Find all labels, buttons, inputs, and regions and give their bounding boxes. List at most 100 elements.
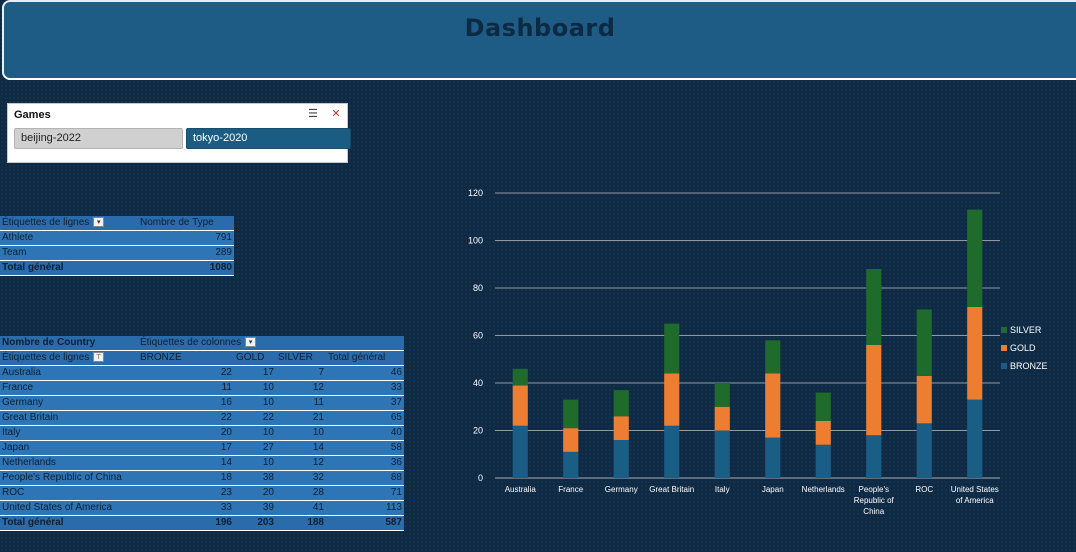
- pivot2-value-cell: 11: [138, 380, 234, 396]
- pivot2-value-cell: 23: [138, 485, 234, 501]
- x-tick-label: Great Britain: [649, 485, 694, 494]
- legend-label: SILVER: [1010, 325, 1042, 335]
- pivot2-total-all: 587: [326, 515, 404, 531]
- bar-segment-gold: [563, 428, 579, 452]
- pivot1-value-cell: 791: [138, 230, 234, 246]
- bar-segment-silver: [563, 399, 579, 429]
- pivot2-country-cell: France: [0, 380, 138, 396]
- pivot2-value-cell: 12: [276, 455, 326, 471]
- bar-segment-gold: [714, 406, 730, 431]
- pivot2-value-cell: 7: [276, 365, 326, 381]
- y-tick-label: 100: [468, 236, 483, 246]
- medals-stacked-bar-chart[interactable]: 0 20 40 60 80 100 120 Australia France Germany Gre…: [440, 175, 1070, 535]
- bar-segment-silver: [512, 368, 528, 386]
- table-row: Great Britain 22 22 21 65: [0, 410, 404, 426]
- pivot2-value-cell: 33: [326, 380, 404, 396]
- bar-segment-silver: [866, 269, 882, 345]
- pivot2-value-cell: 65: [326, 410, 404, 426]
- pivot2-value-cell: 22: [234, 410, 276, 426]
- pivot2-rows: Australia 22 17 7 46 France 11 10 12 33 Germany 16 1…: [0, 365, 404, 516]
- table-row: Netherlands 14 10 12 36: [0, 455, 404, 471]
- bar-segment-bronze: [714, 430, 730, 478]
- x-tick-label: France: [558, 485, 583, 494]
- bar-segment-silver: [613, 390, 629, 417]
- table-row: Japan 17 27 14 58: [0, 440, 404, 456]
- legend-swatch: [1001, 327, 1007, 333]
- pivot2-value-cell: 10: [234, 380, 276, 396]
- pivot2-value-cell: 11: [276, 395, 326, 411]
- pivot2-value-cell: 41: [276, 500, 326, 516]
- pivot2-value-cell: 18: [138, 470, 234, 486]
- filter-dropdown-icon[interactable]: ▾: [93, 217, 105, 228]
- pivot2-value-cell: 33: [138, 500, 234, 516]
- table-row: France 11 10 12 33: [0, 380, 404, 396]
- clear-filter-icon[interactable]: ✕: [331, 108, 341, 120]
- pivot2-value-cell: 10: [276, 425, 326, 441]
- bar-segment-silver: [714, 383, 730, 407]
- pivot2-value-cell: 40: [326, 425, 404, 441]
- pivot2-country-cell: Great Britain: [0, 410, 138, 426]
- table-row: United States of America 33 39 41 113: [0, 500, 404, 516]
- filter-sort-icon[interactable]: ⊤: [93, 352, 105, 363]
- legend-swatch: [1001, 345, 1007, 351]
- table-row: Germany 16 10 11 37: [0, 395, 404, 411]
- pivot2-value-cell: 58: [326, 440, 404, 456]
- pivot2-value-cell: 20: [138, 425, 234, 441]
- x-tick-label: Japan: [762, 485, 784, 494]
- pivot2-value-cell: 28: [276, 485, 326, 501]
- pivot2-col-label: Étiquettes de colonnes: [140, 337, 242, 348]
- pivot2-row-label: Étiquettes de lignes: [2, 352, 90, 363]
- table-row: People's Republic of China 18 38 32 88: [0, 470, 404, 486]
- legend-label: GOLD: [1010, 343, 1036, 353]
- filter-dropdown-icon[interactable]: ▾: [245, 337, 257, 348]
- pivot2-value-cell: 113: [326, 500, 404, 516]
- legend-swatch: [1001, 363, 1007, 369]
- bar-segment-bronze: [512, 425, 528, 478]
- pivot1-value-cell: 289: [138, 245, 234, 261]
- x-tick-label: Germany: [605, 485, 638, 494]
- pivot1-total-value: 1080: [138, 260, 234, 276]
- pivot2-value-cell: 38: [234, 470, 276, 486]
- pivot2-value-cell: 10: [234, 455, 276, 471]
- table-row: Italy 20 10 10 40: [0, 425, 404, 441]
- y-tick-label: 120: [468, 188, 483, 198]
- pivot2-value-cell: 36: [326, 455, 404, 471]
- pivot2-value-cell: 46: [326, 365, 404, 381]
- pivot2-col-gold: GOLD: [234, 350, 276, 366]
- pivot2-country-cell: Germany: [0, 395, 138, 411]
- pivot-medals-by-country: Nombre de Country Étiquettes de colonnes…: [0, 336, 404, 531]
- slicer-item-tokyo-2020[interactable]: tokyo-2020: [186, 128, 351, 149]
- pivot2-value-cell: 32: [276, 470, 326, 486]
- table-row: ROC 23 20 28 71: [0, 485, 404, 501]
- pivot2-value-cell: 37: [326, 395, 404, 411]
- x-tick-label: People's: [859, 485, 889, 494]
- multi-select-icon[interactable]: ☰: [308, 108, 318, 120]
- pivot2-value-cell: 12: [276, 380, 326, 396]
- x-tick-label: Republic of: [854, 496, 895, 505]
- y-tick-label: 20: [473, 426, 483, 436]
- games-slicer[interactable]: Games ☰ ✕ beijing-2022 tokyo-2020: [7, 103, 351, 163]
- bar-segment-silver: [664, 323, 680, 374]
- x-tick-label: China: [863, 507, 884, 516]
- pivot2-value-cell: 39: [234, 500, 276, 516]
- pivot2-country-cell: Japan: [0, 440, 138, 456]
- pivot1-row-header: Étiquettes de lignes ▾: [0, 216, 138, 231]
- bar-segment-bronze: [866, 435, 882, 478]
- bar-segment-silver: [815, 392, 831, 421]
- y-tick-label: 0: [478, 473, 483, 483]
- x-tick-label: of America: [956, 496, 994, 505]
- pivot2-value-cell: 17: [138, 440, 234, 456]
- bar-segment-bronze: [815, 444, 831, 478]
- pivot2-col-silver: SILVER: [276, 350, 326, 366]
- table-row: Australia 22 17 7 46: [0, 365, 404, 381]
- page-title: Dashboard: [464, 14, 616, 42]
- pivot2-value-cell: 27: [234, 440, 276, 456]
- slicer-title: Games: [14, 109, 51, 121]
- pivot2-value-cell: 16: [138, 395, 234, 411]
- pivot2-value-cell: 20: [234, 485, 276, 501]
- bar-segment-bronze: [967, 399, 983, 478]
- pivot2-country-cell: People's Republic of China: [0, 470, 138, 486]
- slicer-item-beijing-2022[interactable]: beijing-2022: [14, 128, 183, 149]
- pivot2-country-cell: United States of America: [0, 500, 138, 516]
- pivot2-col-total: Total général: [326, 350, 404, 366]
